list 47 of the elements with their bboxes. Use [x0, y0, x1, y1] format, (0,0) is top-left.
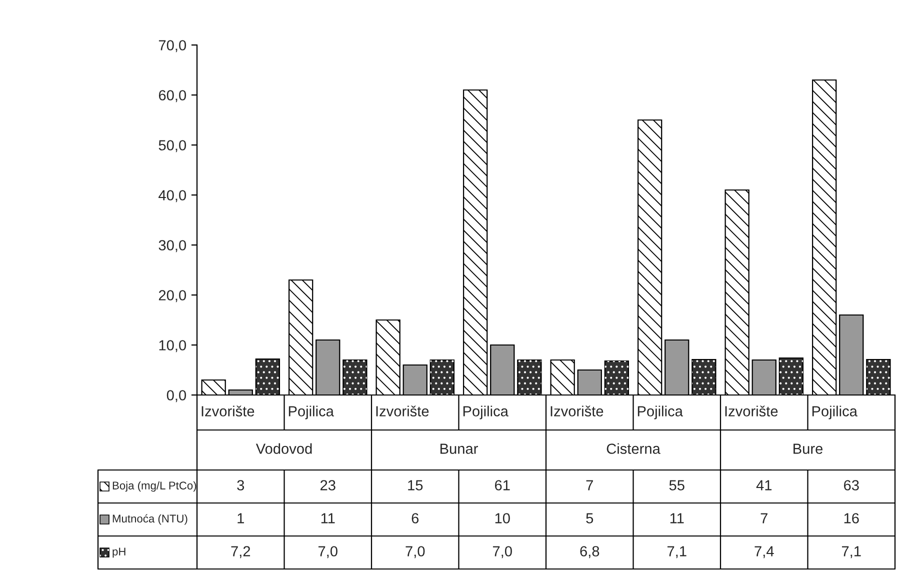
y-tick-label: 30,0 [158, 240, 186, 252]
y-tick-label: 20,0 [158, 290, 186, 302]
text: Vodovod [256, 443, 312, 454]
data-label: 11 [670, 513, 684, 524]
y-tick-label: 50,0 [158, 140, 186, 152]
data-label: 15 [408, 480, 423, 490]
x-tick-label: Izvorište [550, 406, 604, 416]
x-tick-label: Izvorište [202, 406, 254, 416]
data-label: 16 [844, 513, 859, 524]
text: Bunar [440, 444, 478, 454]
data-label: 7,4 [754, 546, 774, 558]
data-label: 55 [669, 480, 684, 490]
text: Bure [794, 444, 823, 454]
x-tick-label: Izvorište [725, 406, 778, 416]
data-label: 61 [495, 480, 510, 490]
data-label: 23 [320, 480, 336, 490]
x-tick-label: Pojilica [638, 406, 683, 420]
data-label: 6 [412, 513, 419, 524]
data-label: 5 [586, 513, 594, 524]
data-label: 7,1 [667, 546, 686, 558]
legend-label: pH [112, 548, 126, 558]
data-label: 1 [238, 513, 244, 524]
data-label: 11 [321, 513, 335, 524]
x-tick-label: Pojilica [812, 406, 858, 420]
legend-label: Mutnoća (NTU) [112, 514, 188, 525]
y-tick-label: 10,0 [159, 340, 186, 352]
data-label: 6,8 [580, 546, 600, 558]
data-label: 7,0 [406, 546, 425, 558]
x-tick-label: Izvorište [376, 406, 429, 416]
x-tick-label: Pojilica [288, 406, 334, 420]
y-tick-label: 60,0 [158, 90, 186, 102]
y-tick-label: 0,0 [166, 390, 186, 402]
data-label: 7,2 [231, 546, 250, 558]
data-label: 7,0 [318, 546, 338, 558]
data-label: 7 [760, 513, 768, 524]
y-tick-label: 70,0 [158, 40, 186, 52]
x-tick-label: Pojilica [463, 406, 508, 420]
y-tick-label: 40,0 [158, 190, 186, 202]
legend-label: Boja (mg/L PtCo) [112, 481, 196, 492]
data-label: 7,1 [842, 546, 861, 558]
data-label: 7,0 [492, 546, 512, 558]
text: Cisterna [606, 443, 660, 454]
data-label: 7 [586, 480, 593, 490]
data-label: 3 [237, 480, 244, 490]
data-label: 63 [844, 480, 859, 490]
data-label: 41 [756, 480, 772, 490]
data-label: 10 [495, 513, 510, 524]
